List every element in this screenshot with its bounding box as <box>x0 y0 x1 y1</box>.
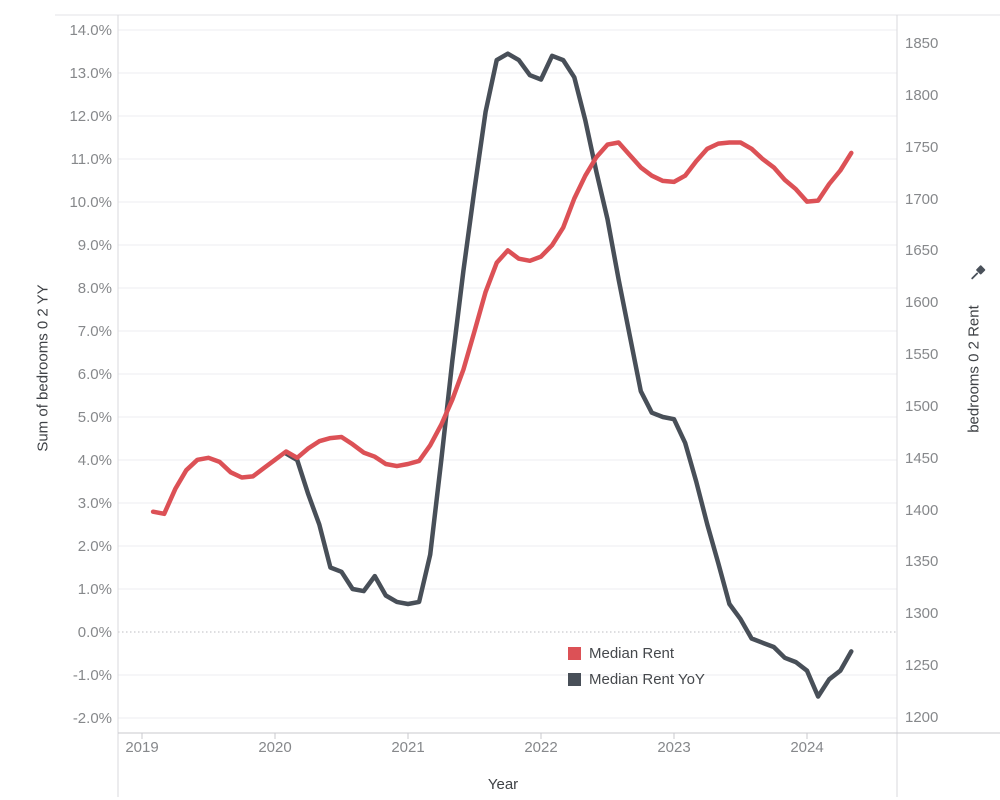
left-axis-tick-label: 5.0% <box>77 409 112 426</box>
legend-label: Median Rent <box>589 644 675 662</box>
x-axis-tick-label: 2024 <box>790 739 824 756</box>
color-legend: Median Rent Median Rent YoY <box>568 640 705 692</box>
right-axis-tick-label: 1250 <box>905 657 939 675</box>
left-axis-tick-label: 14.0% <box>69 22 112 39</box>
legend-item-median-rent[interactable]: Median Rent <box>568 640 705 666</box>
left-axis-tick-label: 3.0% <box>77 495 112 512</box>
right-axis-tick-label: 1700 <box>905 190 939 208</box>
x-axis-tick-label: 2019 <box>125 739 159 756</box>
left-axis-tick-label: -1.0% <box>72 667 112 684</box>
left-axis-tick-label: 1.0% <box>77 581 112 598</box>
left-axis-title: Sum of bedrooms 0 2 YY <box>34 284 52 452</box>
left-axis-tick-label: 12.0% <box>69 108 112 125</box>
series-line-median-rent-yoy[interactable] <box>283 51 854 699</box>
right-axis-tick-label: 1650 <box>905 242 939 260</box>
left-axis-tick-label: -2.0% <box>72 710 112 727</box>
right-axis-tick-label: 1200 <box>905 709 939 726</box>
left-axis-tick-label: 4.0% <box>77 452 112 469</box>
left-axis-tick-label: 2.0% <box>77 538 112 555</box>
left-axis-tick-label: 8.0% <box>77 280 112 297</box>
x-axis-tick-label: 2020 <box>258 739 292 756</box>
left-axis-tick-label: 11.0% <box>70 151 112 168</box>
right-axis-tick-label: 1350 <box>905 553 939 571</box>
left-axis-tick-label: 9.0% <box>77 237 112 254</box>
axis-pin-icon[interactable] <box>970 265 988 283</box>
right-axis-tick-label: 1500 <box>905 397 939 415</box>
x-axis-tick-label: 2023 <box>657 739 691 756</box>
left-axis-tick-label: 0.0% <box>77 624 112 641</box>
right-axis-tick-label: 1300 <box>905 605 939 623</box>
right-axis-tick-label: 1800 <box>905 86 939 104</box>
x-axis-title: Year <box>487 776 519 793</box>
x-axis-tick-label: 2022 <box>524 739 558 756</box>
legend-swatch <box>568 672 581 686</box>
right-axis-title: bedrooms 0 2 Rent <box>965 305 983 433</box>
right-axis-tick-label: 1600 <box>905 294 939 312</box>
series-line-median-rent[interactable] <box>150 140 854 517</box>
left-axis-tick-label: 13.0% <box>69 65 112 82</box>
legend-label: Median Rent YoY <box>589 670 705 688</box>
left-axis-tick-label: 10.0% <box>69 194 112 211</box>
right-axis-tick-label: 1400 <box>905 501 939 519</box>
right-axis-tick-label: 1450 <box>905 449 939 467</box>
right-axis-tick-label: 1550 <box>905 346 939 364</box>
left-axis-tick-label: 6.0% <box>77 366 112 383</box>
legend-swatch <box>568 646 581 660</box>
left-axis-tick-label: 7.0% <box>77 323 112 340</box>
x-axis-tick-label: 2021 <box>391 739 425 756</box>
right-axis-tick-label: 1850 <box>905 35 939 52</box>
right-axis-tick-label: 1750 <box>905 138 939 156</box>
legend-item-median-rent-yoy[interactable]: Median Rent YoY <box>568 666 705 692</box>
